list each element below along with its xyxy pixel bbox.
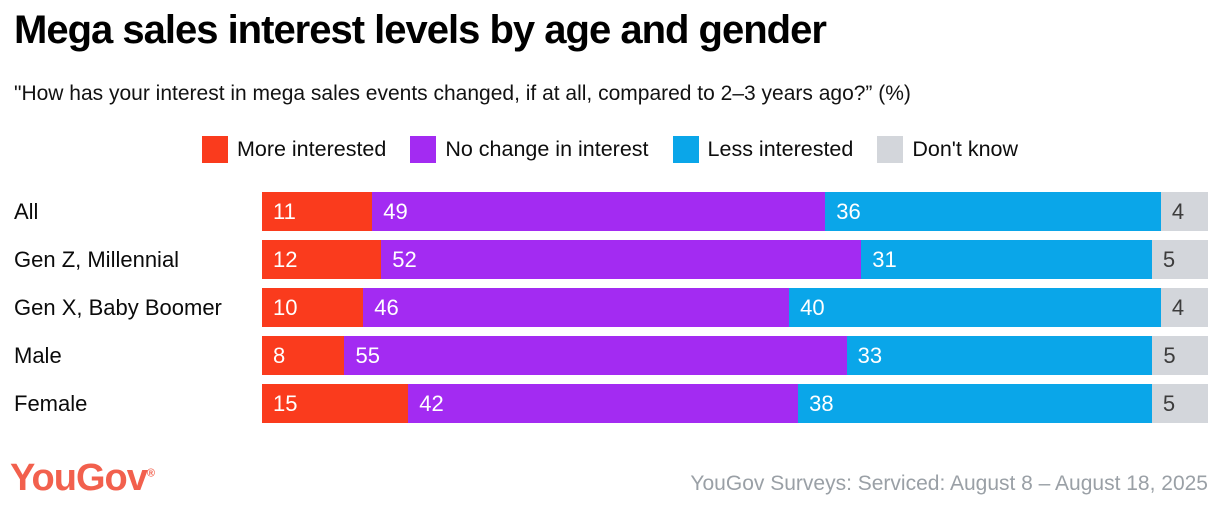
bar-segment-no-change-in-interest: 42	[408, 384, 799, 423]
bar-segment-more-interested: 10	[262, 288, 364, 327]
bar-segment-don-t-know: 5	[1152, 336, 1209, 375]
bar-segment-less-interested: 31	[861, 240, 1152, 279]
bar-segment-no-change-in-interest: 52	[381, 240, 862, 279]
legend-swatch-no-change-in-interest	[410, 136, 437, 163]
bar: 15 42 38 5	[262, 384, 1208, 423]
bar-segment-no-change-in-interest: 49	[372, 192, 826, 231]
chart-row-female: Female 15 42 38 5	[14, 384, 1208, 423]
row-label: All	[14, 198, 39, 224]
stacked-bar-chart: All 11 49 36 4 Gen Z, Millennial 12 52 31 5 Gen X,…	[14, 192, 1209, 432]
chart-row-all: All 11 49 36 4	[14, 192, 1208, 231]
bar-segment-more-interested: 15	[262, 384, 409, 423]
chart-row-gen-x-baby-boomer: Gen X, Baby Boomer 10 46 40 4	[14, 288, 1208, 327]
yougov-logo-text: YouGov	[10, 457, 148, 499]
bar-segment-more-interested: 12	[262, 240, 382, 279]
legend-label: Don't know	[912, 137, 1019, 161]
bar-segment-less-interested: 40	[789, 288, 1161, 327]
legend-swatch-more-interested	[201, 136, 228, 163]
legend: More interested No change in interest Less…	[0, 136, 1220, 163]
chart-subtitle: "How has your interest in mega sales eve…	[14, 82, 911, 105]
registered-trademark-icon: ®	[146, 467, 155, 480]
bar: 10 46 40 4	[262, 288, 1208, 327]
legend-swatch-don-t-know	[877, 136, 904, 163]
bar-segment-don-t-know: 4	[1160, 288, 1208, 327]
legend-swatch-less-interested	[672, 136, 699, 163]
bar-segment-more-interested: 11	[262, 192, 373, 231]
bar-segment-no-change-in-interest: 46	[363, 288, 790, 327]
legend-item-less-interested: Less interested	[672, 136, 854, 163]
bar-segment-no-change-in-interest: 55	[344, 336, 847, 375]
chart-row-gen-z-millennial: Gen Z, Millennial 12 52 31 5	[14, 240, 1208, 279]
bar: 8 55 33 5	[262, 336, 1209, 375]
row-label: Male	[14, 342, 62, 368]
bar-segment-less-interested: 33	[846, 336, 1153, 375]
bar-segment-more-interested: 8	[262, 336, 345, 375]
page-title: Mega sales interest levels by age and ge…	[14, 8, 827, 52]
row-label: Female	[14, 390, 88, 416]
chart-row-male: Male 8 55 33 5	[14, 336, 1209, 375]
legend-label: No change in interest	[445, 137, 649, 161]
legend-label: Less interested	[707, 137, 854, 161]
bar-segment-don-t-know: 5	[1151, 240, 1208, 279]
bar-segment-don-t-know: 5	[1151, 384, 1208, 423]
source-attribution: YouGov Surveys: Serviced: August 8 – Aug…	[690, 472, 1208, 495]
bar: 11 49 36 4	[262, 192, 1208, 231]
legend-item-more-interested: More interested	[201, 136, 387, 163]
yougov-logo: YouGov®	[10, 457, 155, 500]
legend-item-don-t-know: Don't know	[877, 136, 1018, 163]
bar-segment-less-interested: 36	[825, 192, 1161, 231]
row-label: Gen X, Baby Boomer	[14, 294, 222, 320]
row-label: Gen Z, Millennial	[14, 246, 180, 272]
legend-item-no-change-in-interest: No change in interest	[410, 136, 649, 163]
bar-segment-less-interested: 38	[798, 384, 1152, 423]
legend-label: More interested	[236, 137, 387, 161]
bar-segment-don-t-know: 4	[1160, 192, 1208, 231]
bar: 12 52 31 5	[262, 240, 1208, 279]
